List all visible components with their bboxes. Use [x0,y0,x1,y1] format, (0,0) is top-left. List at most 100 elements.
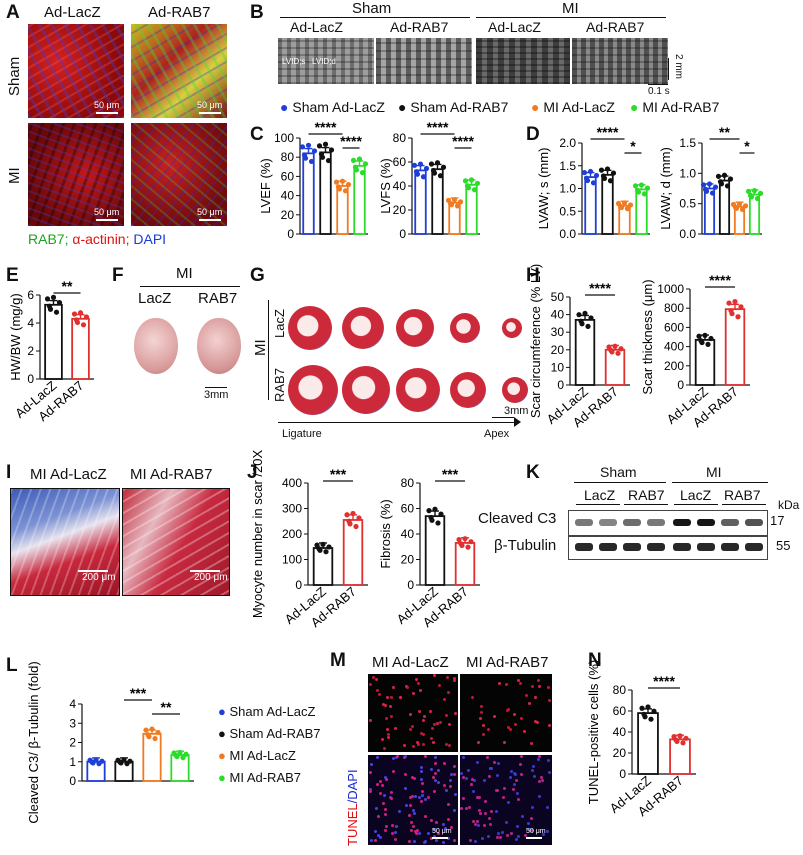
nucleus-dot [412,692,415,695]
bar [86,760,106,782]
nucleus-dot [530,742,533,745]
data-point [590,180,597,186]
panel-label-d: D [526,124,540,145]
nucleus-dot [468,806,471,809]
blot-band [697,519,715,526]
scale-bar [78,570,108,572]
data-point [736,201,743,207]
nucleus-dot [391,824,394,827]
sig-label: **** [709,272,731,288]
data-point [152,735,158,742]
data-point [638,182,645,188]
heart-section [450,372,486,408]
nucleus-dot [433,828,436,831]
nucleus-dot [430,819,433,822]
nucleus-dot [413,777,416,780]
nucleus-dot [536,721,539,724]
data-point [732,204,739,210]
data-point [727,176,734,182]
bar [694,338,716,386]
data-point [359,170,366,176]
legend-item: ● Sham Ad-LacZ [218,704,315,719]
tunel-lacz [368,674,458,752]
sig-label: ** [719,124,730,140]
nucleus-dot [446,676,449,679]
nucleus-dot [449,779,452,782]
nucleus-dot [524,834,527,837]
nucleus-dot [546,806,549,809]
data-point [474,180,481,186]
legend-text: Sham Ad-RAB7 [410,99,509,115]
data-point [305,142,312,148]
nucleus-dot [398,810,401,813]
nucleus-dot [395,825,398,828]
nucleus-dot [424,815,427,818]
nucleus-dot [422,719,425,722]
nucleus-dot [453,839,456,842]
y-tick-label: 200 [282,527,302,541]
nucleus-dot [473,779,476,782]
nucleus-dot [531,769,534,772]
nucleus-dot [381,738,384,741]
data-point [754,195,761,202]
data-point [121,757,127,763]
data-point [428,161,435,167]
group-line [140,286,240,287]
bar [574,318,596,386]
data-point [56,299,63,306]
data-point [583,175,590,181]
data-point [44,296,51,302]
data-point [80,322,87,328]
panel-f-group: MI [176,265,193,282]
scale-bar [526,837,542,839]
legend-item: ● Sham Ad-LacZ [280,99,385,115]
scale-label: 50 μm [526,828,546,835]
data-point [651,708,657,714]
nucleus-dot [419,689,422,692]
data-point [615,350,621,356]
nucleus-dot [474,823,477,826]
sig-label: ** [62,278,73,294]
legend-dot: ● [218,748,226,763]
y-tick-label: 80 [281,150,295,164]
scale-label: 200 μm [82,572,116,583]
y-tick-label: 40 [281,189,295,203]
panel-label-c: C [250,124,264,145]
lane-line [674,504,718,505]
nucleus-dot [488,817,491,820]
scale-label: 3mm [204,389,229,401]
nucleus-dot [509,728,512,731]
data-point [426,508,432,514]
y-axis-label: Fibrosis (%) [378,499,393,568]
nucleus-dot [387,733,390,736]
data-point [578,318,584,324]
data-point [468,177,475,183]
nucleus-dot [417,743,420,746]
nucleus-dot [385,717,388,720]
nucleus-dot [465,807,468,810]
legend-text: Sham Ad-LacZ [229,704,316,719]
nucleus-dot [422,743,425,746]
bar [724,308,746,386]
nucleus-dot [379,780,382,783]
nucleus-dot [408,840,411,843]
data-point [353,523,359,530]
nucleus-dot [434,762,437,765]
nucleus-dot [519,682,522,685]
panel-label-j: J [247,462,258,483]
nucleus-dot [453,765,456,768]
nucleus-dot [399,696,402,699]
nucleus-dot [435,821,438,824]
nucleus-dot [416,829,419,832]
nucleus-dot [376,783,379,786]
data-point [702,186,709,193]
nucleus-dot [454,793,457,796]
nucleus-dot [369,790,372,793]
legend-item: ● MI Ad-RAB7 [218,770,301,785]
nucleus-dot [391,832,394,835]
data-point [587,168,594,175]
heart-section [288,306,332,350]
sig-label: *** [442,466,459,482]
data-point [322,141,329,147]
data-point [428,514,434,521]
